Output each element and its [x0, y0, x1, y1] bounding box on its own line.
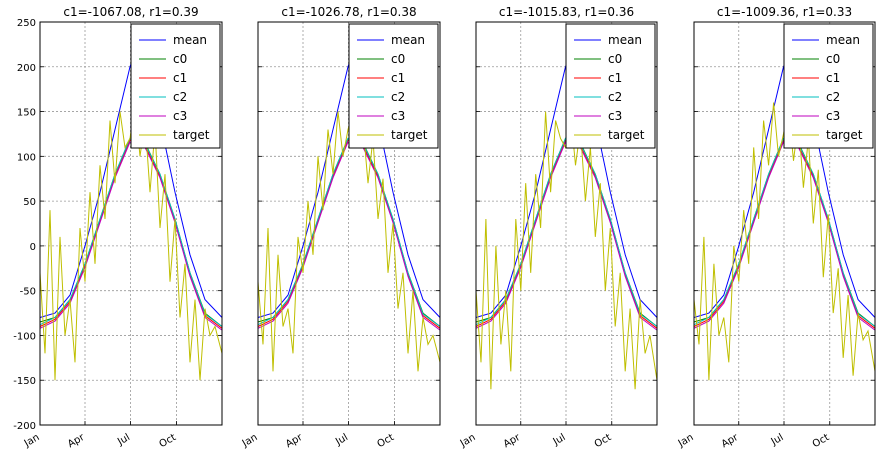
legend-label-target: target	[826, 128, 863, 142]
x-tick-label: Jul	[333, 432, 350, 448]
series-line-c3	[257, 141, 441, 331]
series-line-target	[475, 111, 658, 390]
series-line-c3	[475, 141, 658, 331]
y-tick-label: -50	[20, 287, 36, 298]
legend-label-mean: mean	[608, 33, 642, 47]
x-tick-label: Jan	[458, 432, 478, 450]
legend: mean c0 c1 c2 c3 target	[783, 23, 874, 149]
legend-box	[130, 23, 221, 149]
y-tick-label: 150	[17, 108, 36, 119]
legend-label-c2: c2	[173, 90, 187, 104]
series-line-target	[39, 102, 223, 381]
legend-box	[348, 23, 439, 149]
legend-label-c0: c0	[608, 52, 622, 66]
legend-box	[565, 23, 656, 149]
legend-label-mean: mean	[391, 33, 425, 47]
y-tick-label: 100	[17, 152, 36, 163]
legend-label-c2: c2	[391, 90, 405, 104]
legend-label-c0: c0	[826, 52, 840, 66]
legend-label-target: target	[173, 128, 210, 142]
x-tick-label: Oct	[811, 432, 832, 450]
y-tick-label: -150	[13, 376, 36, 387]
x-tick-label: Apr	[284, 432, 305, 451]
y-tick-label: 50	[23, 197, 36, 208]
x-tick-label: Apr	[502, 432, 523, 451]
legend-box	[783, 23, 874, 149]
legend-label-c3: c3	[173, 109, 187, 123]
legend: mean c0 c1 c2 c3 target	[348, 23, 439, 149]
chart-title: c1=-1067.08, r1=0.39	[63, 5, 198, 19]
y-tick-label: -100	[13, 331, 36, 342]
legend-label-c1: c1	[608, 71, 622, 85]
legend-label-c1: c1	[826, 71, 840, 85]
plot-frame	[39, 21, 223, 426]
plot-frame	[475, 21, 658, 426]
legend-label-c0: c0	[391, 52, 405, 66]
x-tick-label: Oct	[593, 432, 614, 450]
y-tick-label: 250	[17, 18, 36, 29]
y-tick-label: -200	[13, 421, 36, 432]
chart-panel-4: c1=-1009.36, r1=0.33 Jan Apr Jul Oct mean c0 c1…	[676, 5, 876, 451]
legend-label-mean: mean	[826, 33, 860, 47]
legend-label-target: target	[391, 128, 428, 142]
x-tick-label: Jul	[769, 432, 786, 448]
chart-title: c1=-1026.78, r1=0.38	[281, 5, 416, 19]
legend-label-c0: c0	[173, 52, 187, 66]
legend-label-c3: c3	[391, 109, 405, 123]
chart-title: c1=-1015.83, r1=0.36	[499, 5, 634, 19]
series-line-c2	[257, 137, 441, 327]
chart-title: c1=-1009.36, r1=0.33	[717, 5, 852, 19]
x-tick-label: Jan	[22, 432, 42, 450]
x-tick-label: Apr	[720, 432, 741, 451]
legend: mean c0 c1 c2 c3 target	[565, 23, 656, 149]
y-tick-label: 0	[30, 242, 36, 253]
x-tick-label: Oct	[158, 432, 179, 450]
chart-panel-3: c1=-1015.83, r1=0.36 Jan Apr Jul Oct mean c0 c1…	[458, 5, 658, 451]
legend-label-target: target	[608, 128, 645, 142]
x-tick-label: Jan	[676, 432, 696, 450]
legend-label-c3: c3	[608, 109, 622, 123]
legend: mean c0 c1 c2 c3 target	[130, 23, 221, 149]
legend-label-c1: c1	[173, 71, 187, 85]
x-tick-label: Oct	[376, 432, 397, 450]
legend-label-c1: c1	[391, 71, 405, 85]
series-line-c1	[475, 139, 658, 329]
y-tick-label: 200	[17, 63, 36, 74]
series-line-target	[257, 111, 441, 372]
legend-label-c2: c2	[608, 90, 622, 104]
chart-panel-2: c1=-1026.78, r1=0.38 Jan Apr Jul Oct mean c0 c1…	[240, 5, 441, 451]
legend-label-mean: mean	[173, 33, 207, 47]
chart-panel-1: c1=-1067.08, r1=0.39 Jan Apr Jul Oct 250 200 15…	[13, 5, 223, 451]
plot-frame	[257, 21, 441, 426]
x-tick-label: Apr	[66, 432, 87, 451]
x-tick-label: Jul	[551, 432, 568, 448]
plot-frame	[693, 21, 876, 426]
x-tick-label: Jan	[240, 432, 260, 450]
legend-label-c2: c2	[826, 90, 840, 104]
legend-label-c3: c3	[826, 109, 840, 123]
x-tick-label: Jul	[115, 432, 132, 448]
